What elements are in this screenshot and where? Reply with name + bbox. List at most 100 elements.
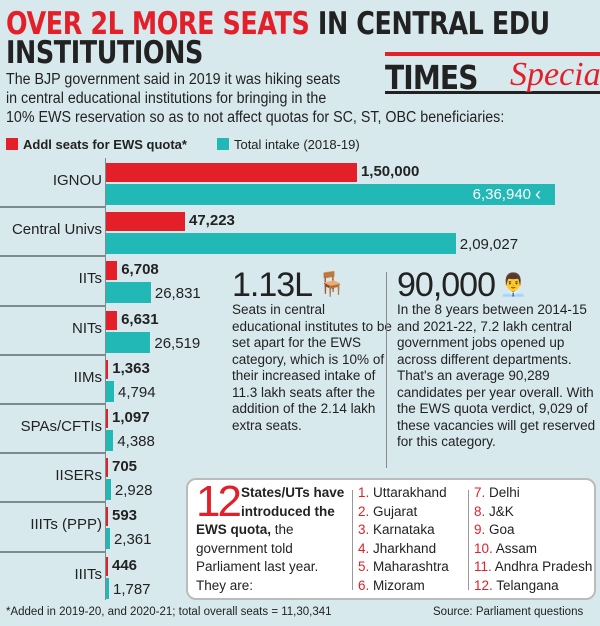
bar-total-intake: [106, 282, 151, 304]
state-name: Goa: [489, 522, 515, 537]
bar-ews-seats: [106, 507, 108, 527]
state-number: 12.: [474, 577, 493, 593]
axis-break-icon: ‹: [535, 184, 541, 204]
legend: Addl seats for EWS quota* Total intake (…: [6, 137, 360, 152]
state-number: 7.: [474, 485, 486, 500]
bar-ews-seats: [106, 212, 185, 232]
times-special-logo: TIMES Special: [385, 52, 600, 97]
category-label: IITs: [78, 270, 102, 288]
footnote: *Added in 2019-20, and 2020-21; total ov…: [6, 606, 332, 618]
data-label: 2,09,027: [459, 236, 519, 254]
bar-ews-seats: [106, 261, 118, 281]
data-label: 1,787: [112, 580, 151, 598]
category-label: IIITs (PPP): [30, 516, 102, 534]
state-name: Karnataka: [373, 522, 435, 537]
row-separator: [0, 403, 106, 405]
bar-total-intake: [106, 479, 111, 501]
data-label: 6,36,940: [472, 186, 531, 203]
bar-total-intake: [106, 233, 456, 255]
category-label: Central Univs: [11, 221, 102, 239]
data-label: 4,388: [117, 433, 155, 450]
data-label: 26,831: [154, 285, 201, 303]
stat-value: 90,000: [397, 266, 496, 304]
states-list-1: 1. Uttarakhand 2. Gujarat 3. Karnataka 4. J…: [358, 484, 449, 595]
category-label: IGNOU: [52, 172, 102, 189]
state-number: 1.: [358, 485, 370, 500]
state-number: 11.: [474, 559, 492, 574]
axis-line: [105, 158, 106, 600]
state-item: 9. Goa: [474, 521, 592, 540]
state-name: Telangana: [496, 577, 559, 593]
state-name: Uttarakhand: [373, 485, 447, 500]
state-item: 7. Delhi: [474, 484, 592, 503]
person-icon: 👨‍💼: [499, 272, 527, 297]
bar-ews-seats: [106, 310, 118, 330]
state-name: Andhra Pradesh: [494, 559, 593, 574]
row-separator: [0, 304, 106, 307]
row-separator: [0, 206, 106, 209]
data-label: 593: [112, 507, 138, 525]
intro-line: in central educational institutions for …: [6, 90, 327, 107]
category-label: IIMs: [73, 368, 102, 386]
stat-value: 1.13L: [232, 266, 313, 304]
data-label: 446: [112, 556, 138, 574]
headline-black-2: INSTITUTIONS: [6, 35, 203, 71]
intro-line: 10% EWS reservation so as to not affect …: [6, 109, 505, 126]
data-label: 1,363: [112, 359, 150, 377]
category-label: SPAs/CFTIs: [20, 418, 102, 435]
source: Source: Parliament questions: [433, 606, 584, 618]
state-item: 3. Karnataka: [358, 521, 449, 540]
data-label: 26,519: [154, 334, 201, 352]
intro-text: The BJP government said in 2019 it was h…: [6, 70, 549, 127]
stat-text: Seats in central educational institutes …: [232, 302, 392, 433]
data-label: 705: [112, 458, 138, 476]
divider: [352, 490, 353, 590]
row-separator: [0, 550, 106, 553]
data-label: 4,794: [118, 383, 156, 401]
headline-black: IN CENTRAL EDU: [309, 6, 550, 42]
bar-ews-seats: [106, 458, 108, 478]
bar-ews-seats: [106, 359, 109, 379]
legend-label: Addl seats for EWS quota*: [23, 137, 187, 152]
row-separator: [0, 353, 106, 356]
bar-total-intake: [106, 380, 115, 402]
data-label: 2,928: [114, 482, 153, 500]
headline: OVER 2L MORE SEATS IN CENTRAL EDU INSTITU…: [6, 9, 580, 71]
state-item: 10. Assam: [474, 540, 592, 559]
state-name: Delhi: [489, 485, 520, 500]
state-item: 12. Telangana: [474, 577, 592, 596]
states-box: 12 States/UTs have introduced the EWS quo…: [186, 478, 596, 600]
bar-total-intake: [106, 430, 114, 451]
bar-ews-seats: [106, 163, 357, 182]
data-label: 6,708: [121, 261, 159, 279]
row-separator: [0, 501, 106, 504]
state-item: 1. Uttarakhand: [358, 484, 449, 503]
state-item: 5. Maharashtra: [358, 558, 449, 577]
brand-italic: Special: [510, 56, 600, 93]
state-number: 2.: [358, 503, 370, 519]
data-label: 1,097: [112, 409, 150, 426]
data-label: 6,631: [121, 310, 159, 328]
state-number: 9.: [474, 522, 486, 537]
bar-ews-seats: [106, 409, 108, 428]
divider: [386, 272, 387, 468]
data-label: 2,361: [113, 531, 152, 549]
stat-seats: 1.13L 🪑 Seats in central educational ins…: [232, 268, 392, 434]
legend-item-ews: Addl seats for EWS quota*: [6, 137, 187, 152]
bar-ews-seats: [106, 556, 108, 576]
category-label: NITs: [72, 319, 102, 337]
bar-total-intake: [106, 577, 109, 599]
row-separator: [0, 255, 106, 258]
state-item: 11. Andhra Pradesh: [474, 558, 592, 577]
state-item: 6. Mizoram: [358, 577, 449, 596]
brand-bold: TIMES: [385, 58, 478, 97]
state-number: 4.: [358, 540, 370, 556]
state-number: 10.: [474, 540, 493, 556]
divider: [468, 490, 469, 590]
states-count: 12: [196, 477, 242, 526]
states-intro: 12 States/UTs have introduced the EWS quo…: [196, 477, 346, 595]
states-text: the government told Parliament last year…: [196, 522, 319, 593]
state-number: 6.: [358, 577, 370, 593]
row-separator: [0, 452, 106, 455]
headline-red: OVER 2L MORE SEATS: [6, 6, 310, 42]
